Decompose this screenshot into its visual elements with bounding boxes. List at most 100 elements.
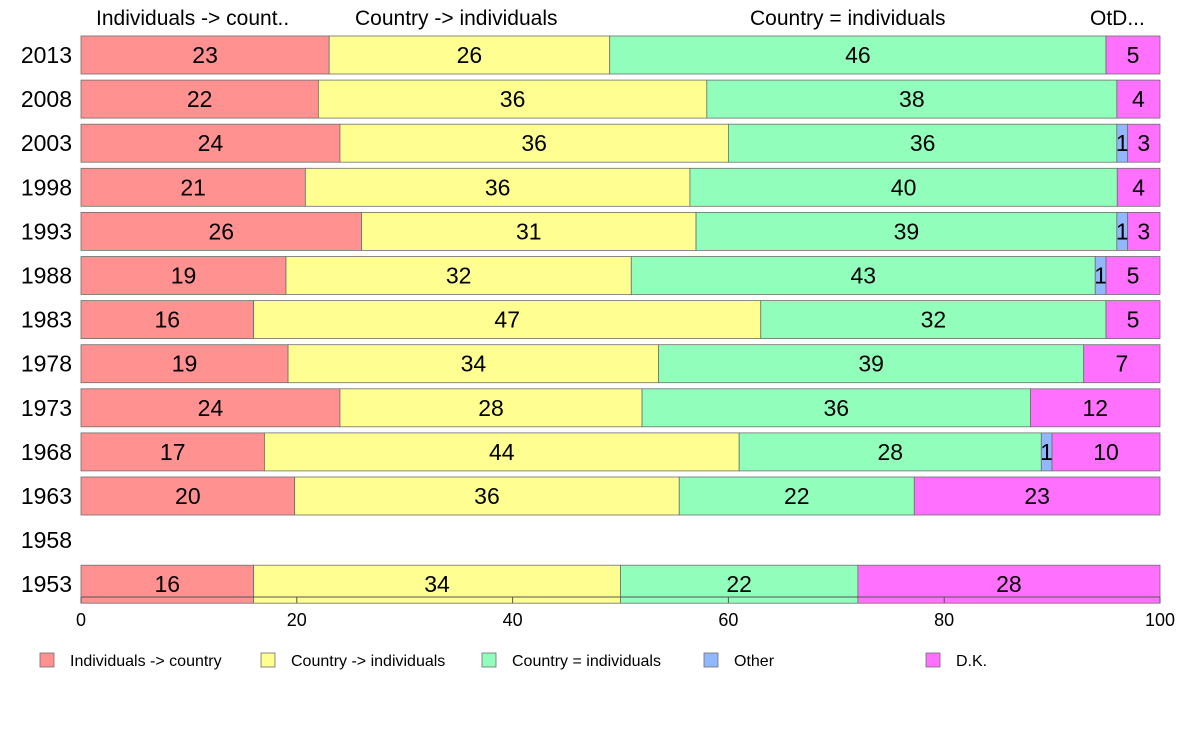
bar-value-label: 5 (1127, 307, 1140, 333)
legend: Individuals -> country Country -> individ… (39, 652, 987, 670)
column-header: Country = individuals (750, 7, 946, 30)
bar-segment (1127, 123, 1161, 163)
bar-segment (1030, 388, 1161, 428)
bar-value-label: 39 (858, 351, 884, 377)
year-label: 1978 (21, 351, 72, 377)
bar-segment (287, 344, 660, 384)
bar-segment (760, 300, 1107, 340)
legend-label: Individuals -> country (70, 653, 222, 670)
bar-value-label: 1 (1094, 263, 1107, 289)
bar-segment (80, 35, 330, 75)
bar-segment (1116, 167, 1161, 207)
bar-segment (361, 211, 697, 251)
x-axis: 0 20 40 60 80 100 (76, 596, 1175, 630)
year-label: 1953 (21, 571, 72, 597)
bar-value-label: 26 (208, 218, 234, 244)
bar-value-label: 46 (845, 42, 871, 68)
bar-value-label: 3 (1137, 130, 1150, 156)
bar-value-label: 1 (1040, 439, 1053, 465)
bar-value-label: 36 (521, 130, 547, 156)
bar-value-label: 32 (446, 263, 472, 289)
bar-value-label: 43 (850, 263, 876, 289)
bar-value-label: 34 (461, 351, 487, 377)
bar-segment (1105, 300, 1161, 340)
year-label: 1998 (21, 174, 72, 200)
legend-label: D.K. (956, 653, 987, 670)
legend-swatch (703, 652, 719, 668)
bar-value-label: 21 (180, 174, 206, 200)
year-labels: 2013 2008 2003 1998 1993 1988 1983 1978 1973 1968… (21, 42, 72, 597)
year-label: 1958 (21, 527, 72, 553)
legend-swatch (39, 652, 55, 668)
year-label: 1983 (21, 307, 72, 333)
bar-value-label: 1 (1116, 130, 1129, 156)
legend-swatch (481, 652, 497, 668)
year-label: 2003 (21, 130, 72, 156)
bar-segment (80, 344, 289, 384)
bar-segment (339, 388, 643, 428)
bar-segment (706, 79, 1118, 119)
bar-value-label: 47 (494, 307, 520, 333)
bars: 23 26 46 522 36 38 424 36 36 1 321 36 40 426 31 39 1 319 3… (80, 35, 1161, 604)
bar-segment (689, 167, 1118, 207)
bar-segment (80, 167, 306, 207)
bar-value-label: 36 (910, 130, 936, 156)
bar-value-label: 28 (877, 439, 903, 465)
column-header: Individuals -> count.. (96, 7, 289, 30)
bar-value-label: 1 (1116, 218, 1129, 244)
x-tick-label: 40 (503, 610, 523, 630)
bar-value-label: 4 (1132, 174, 1145, 200)
bar-value-label: 4 (1132, 86, 1145, 112)
bar-segment (304, 167, 691, 207)
bar-segment (738, 432, 1042, 472)
bar-segment (328, 35, 611, 75)
bar-segment (285, 256, 632, 295)
bar-value-label: 17 (160, 439, 186, 465)
bar-value-label: 40 (891, 174, 917, 200)
bar-value-label: 12 (1082, 395, 1108, 421)
year-label: 1988 (21, 263, 72, 289)
bar-value-label: 34 (424, 571, 450, 597)
bar-value-label: 22 (726, 571, 752, 597)
bar-value-label: 38 (899, 86, 925, 112)
bar-segment (913, 476, 1161, 516)
bar-value-label: 44 (489, 439, 515, 465)
bar-value-label: 19 (172, 351, 198, 377)
bar-value-label: 26 (457, 42, 483, 68)
x-tick-label: 20 (287, 610, 307, 630)
legend-label: Country = individuals (512, 653, 661, 670)
bar-value-label: 36 (474, 483, 500, 509)
bar-value-label: 23 (1024, 483, 1050, 509)
x-tick-label: 100 (1145, 610, 1175, 630)
bar-value-label: 39 (894, 218, 920, 244)
column-header: Country -> individuals (355, 7, 558, 30)
column-headers: Individuals -> count.. Country -> individ… (96, 7, 1145, 30)
bar-segment (630, 256, 1096, 295)
bar-value-label: 28 (996, 571, 1022, 597)
x-tick-label: 60 (718, 610, 738, 630)
bar-value-label: 24 (198, 130, 224, 156)
bar-segment (80, 123, 341, 163)
bar-value-label: 23 (192, 42, 218, 68)
bar-segment (317, 79, 708, 119)
year-label: 1968 (21, 439, 72, 465)
bar-segment (1105, 35, 1161, 75)
bar-segment (695, 211, 1118, 251)
bar-segment (294, 476, 680, 516)
bar-segment (80, 79, 319, 119)
bar-value-label: 20 (175, 483, 201, 509)
bar-value-label: 36 (485, 174, 511, 200)
bar-segment (253, 300, 762, 340)
column-header: OtD... (1090, 7, 1145, 30)
year-label: 1993 (21, 218, 72, 244)
bar-value-label: 3 (1137, 218, 1150, 244)
bar-segment (609, 35, 1107, 75)
x-tick-label: 0 (76, 610, 86, 630)
bar-value-label: 22 (187, 86, 213, 112)
bar-value-label: 36 (824, 395, 850, 421)
bar-segment (1127, 211, 1161, 251)
bar-value-label: 28 (478, 395, 504, 421)
bar-segment (678, 476, 915, 516)
bar-segment (1105, 256, 1161, 295)
